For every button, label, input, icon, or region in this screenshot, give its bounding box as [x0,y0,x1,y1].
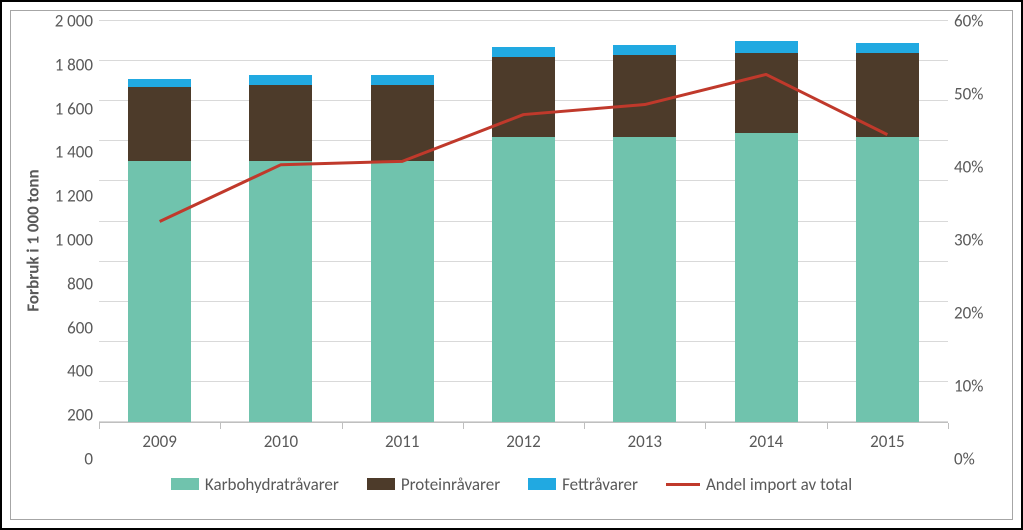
y-left-tick-label: 0 [84,449,93,470]
line-series-path [160,74,888,221]
x-axis-label: 2009 [142,431,176,452]
y-right-tick-label: 40% [954,157,983,178]
y-right-tick-label: 20% [954,303,983,324]
y-left-tick-label: 800 [67,273,93,294]
y-left-tick-label: 1 200 [55,186,93,207]
y-left-axis-title: Forbruk i 1 000 tonn [21,21,45,459]
legend-swatch-fat [528,478,556,490]
legend-label-fat: Fettråvarer [562,474,638,495]
y-left-tick-label: 600 [67,317,93,338]
y-left-axis: 02004006008001 0001 2001 4001 6001 8002 … [45,21,99,459]
outer-frame: Forbruk i 1 000 tonn 0 200 400 600 800 1 000 1… [0,0,1023,530]
legend-item-line: Andel import av total [666,474,852,495]
legend-swatch-protein [367,478,395,490]
x-ticks: 2009 2010 2011 2012 2013 2014 2015 [99,423,948,459]
x-axis-label: 2012 [506,431,540,452]
y-left-tick-label: 1 600 [55,98,93,119]
y-right-tick-label: 50% [954,84,983,105]
legend-swatch-carb [171,478,199,490]
y-left-tick-label: 200 [67,405,93,426]
x-axis-label: 2011 [385,431,419,452]
x-tick [705,423,706,429]
x-tick [827,423,828,429]
line-svg [99,21,948,422]
chart-frame: Forbruk i 1 000 tonn 0 200 400 600 800 1 000 1… [10,10,1013,520]
x-tick [99,423,100,429]
y-right-axis: 0%10%20%30%40%50%60% [948,21,1002,459]
legend-label-line: Andel import av total [706,474,852,495]
legend-item-fat: Fettråvarer [528,474,638,495]
y-left-tick-label: 400 [67,361,93,382]
legend: Karbohydratråvarer Proteinråvarer Fettrå… [21,459,1002,509]
y-right-tick-label: 10% [954,376,983,397]
y-right-tick-label: 60% [954,11,983,32]
y-left-axis-title-text: Forbruk i 1 000 tonn [23,169,44,311]
legend-item-protein: Proteinråvarer [367,474,500,495]
x-tick [584,423,585,429]
legend-swatch-line [666,483,700,486]
y-left-tick-label: 1 000 [55,230,93,251]
chart: Forbruk i 1 000 tonn 0 200 400 600 800 1 000 1… [21,21,1002,509]
x-tick [342,423,343,429]
line-layer [99,21,948,422]
x-axis: 2009 2010 2011 2012 2013 2014 2015 [99,423,948,459]
y-right-tick-label: 30% [954,230,983,251]
y-left-tick-label: 1 800 [55,54,93,75]
x-tick [220,423,221,429]
plot-column: 2009 2010 2011 2012 2013 2014 2015 [99,21,948,459]
x-tick [463,423,464,429]
legend-label-protein: Proteinråvarer [401,474,500,495]
y-left-tick-label: 2 000 [55,11,93,32]
x-axis-label: 2013 [628,431,662,452]
y-right-tick-label: 0% [954,449,975,470]
plot-area [99,21,948,423]
y-left-tick-label: 1 400 [55,142,93,163]
legend-label-carb: Karbohydratråvarer [205,474,339,495]
chart-body: Forbruk i 1 000 tonn 02004006008001 0001… [21,21,1002,459]
x-axis-label: 2014 [749,431,783,452]
x-axis-label: 2010 [264,431,298,452]
legend-item-carb: Karbohydratråvarer [171,474,339,495]
x-axis-label: 2015 [870,431,904,452]
